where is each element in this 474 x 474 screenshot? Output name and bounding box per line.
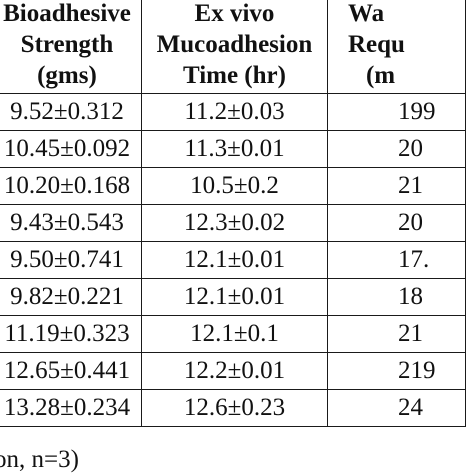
header-line: (gms) bbox=[37, 61, 97, 89]
table-cell: 20 bbox=[326, 204, 467, 242]
header-line: Requ bbox=[347, 30, 405, 58]
table-cell: 11.19±0.323 bbox=[0, 315, 142, 353]
table-row: 9.43±0.543 12.3±0.02 20 bbox=[0, 204, 467, 242]
table-cell: 12.65±0.441 bbox=[0, 352, 142, 390]
header-row: Bioadhesive Strength (gms) Ex vivo Mucoa… bbox=[0, 0, 467, 94]
table-row: 9.52±0.312 11.2±0.03 199 bbox=[0, 93, 467, 131]
header-line: Ex vivo bbox=[194, 0, 275, 27]
header-line: Wa bbox=[347, 0, 385, 27]
header-line: Bioadhesive bbox=[3, 0, 131, 27]
table-cell: 12.1±0.01 bbox=[140, 241, 328, 279]
table-cell: 12.6±0.23 bbox=[140, 389, 328, 427]
header-line: Time (hr) bbox=[182, 61, 286, 89]
header-cut-off-column: Wa Requ (m bbox=[326, 0, 467, 94]
table-body: 9.52±0.312 11.2±0.03 199 10.45±0.092 11.3±0.… bbox=[0, 93, 467, 427]
table-cell: 9.82±0.221 bbox=[0, 278, 142, 316]
table-cell: 12.1±0.1 bbox=[140, 315, 328, 353]
table-row: 13.28±0.234 12.6±0.23 24 bbox=[0, 389, 467, 427]
table-row: 9.50±0.741 12.1±0.01 17. bbox=[0, 241, 467, 279]
header-line: Strength bbox=[20, 30, 114, 58]
table-cell: 17. bbox=[326, 241, 467, 279]
header-line: (m bbox=[365, 61, 396, 89]
header-line: Mucoadhesion bbox=[156, 30, 313, 58]
table-footnote: on, n=3) bbox=[0, 446, 79, 473]
table-cell: 219 bbox=[326, 352, 467, 390]
table-cell: 24 bbox=[326, 389, 467, 427]
table-header: Bioadhesive Strength (gms) Ex vivo Mucoa… bbox=[0, 0, 467, 94]
table-cell: 18 bbox=[326, 278, 467, 316]
table-cell: 11.2±0.03 bbox=[140, 93, 328, 131]
table-cell: 13.28±0.234 bbox=[0, 389, 142, 427]
table-row: 10.20±0.168 10.5±0.2 21 bbox=[0, 167, 467, 205]
table-cell: 12.3±0.02 bbox=[140, 204, 328, 242]
table-cell: 21 bbox=[326, 315, 467, 353]
table-cell: 10.45±0.092 bbox=[0, 130, 142, 168]
table-cell: 21 bbox=[326, 167, 467, 205]
table-cell: 10.20±0.168 bbox=[0, 167, 142, 205]
table-row: 9.82±0.221 12.1±0.01 18 bbox=[0, 278, 467, 316]
table-cell: 9.52±0.312 bbox=[0, 93, 142, 131]
table-cell: 12.2±0.01 bbox=[140, 352, 328, 390]
table-row: 11.19±0.323 12.1±0.1 21 bbox=[0, 315, 467, 353]
table-cell: 9.43±0.543 bbox=[0, 204, 142, 242]
table-cell: 10.5±0.2 bbox=[140, 167, 328, 205]
table-cell: 9.50±0.741 bbox=[0, 241, 142, 279]
table-cell: 12.1±0.01 bbox=[140, 278, 328, 316]
table-row: 10.45±0.092 11.3±0.01 20 bbox=[0, 130, 467, 168]
table-row: 12.65±0.441 12.2±0.01 219 bbox=[0, 352, 467, 390]
header-bioadhesive-strength: Bioadhesive Strength (gms) bbox=[0, 0, 142, 94]
header-ex-vivo-mucoadhesion-time: Ex vivo Mucoadhesion Time (hr) bbox=[140, 0, 328, 94]
table-cell: 20 bbox=[326, 130, 467, 168]
table-cell: 199 bbox=[326, 93, 467, 131]
table-cell: 11.3±0.01 bbox=[140, 130, 328, 168]
data-table: Bioadhesive Strength (gms) Ex vivo Mucoa… bbox=[0, 0, 467, 427]
